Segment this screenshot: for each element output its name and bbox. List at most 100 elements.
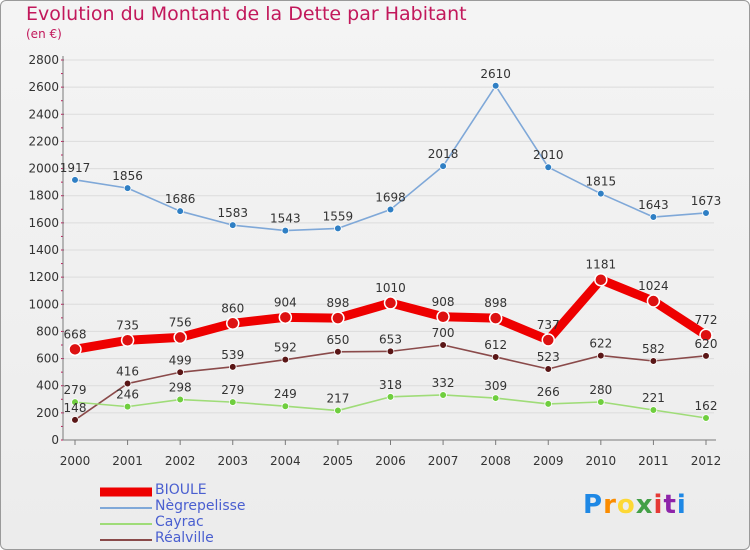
data-point: [334, 406, 342, 415]
data-point: [281, 226, 290, 235]
data-label: 860: [221, 301, 244, 315]
data-label: 1583: [217, 206, 248, 220]
data-point: [71, 416, 79, 424]
legend-label: Cayrac: [155, 514, 204, 530]
logo-letter: P: [583, 490, 604, 520]
data-point: [491, 81, 500, 90]
data-point: [176, 207, 184, 215]
y-tick-label: 2400: [28, 107, 59, 121]
legend-swatch: [100, 523, 152, 525]
x-tick-label: 2005: [323, 454, 354, 468]
y-tick-label: 2000: [28, 162, 59, 176]
data-label: 2010: [533, 148, 564, 162]
data-label: 523: [537, 350, 560, 364]
y-tick-label: 1400: [28, 243, 59, 257]
data-point: [281, 355, 290, 364]
data-label: 898: [326, 296, 349, 310]
data-label: 1686: [165, 192, 196, 206]
legend-item[interactable]: Nègrepelisse: [100, 498, 320, 516]
data-label: 246: [116, 388, 139, 402]
data-point: [699, 328, 713, 342]
logo-letter: i: [676, 490, 687, 520]
data-label: 217: [326, 392, 349, 406]
data-point: [386, 205, 395, 214]
data-label: 1024: [638, 279, 669, 293]
logo-letter: t: [663, 490, 677, 520]
data-point: [71, 176, 79, 184]
y-tick-label: 1200: [28, 270, 59, 284]
logo-letter: r: [603, 490, 617, 520]
data-label: 1643: [638, 198, 669, 212]
data-label: 280: [589, 383, 612, 397]
legend-label: Nègrepelisse: [155, 498, 246, 514]
data-label: 499: [169, 353, 192, 367]
y-tick-label: 0: [51, 433, 59, 447]
data-point: [176, 395, 184, 404]
logo-letter: i: [653, 490, 664, 520]
data-point: [228, 363, 237, 371]
y-tick-label: 1600: [28, 216, 59, 230]
data-label: 1856: [112, 169, 143, 183]
data-labels: 668 735 756 860 904 898 1010 908 898 737 1181 1024 7…: [60, 67, 722, 415]
x-tick-label: 2002: [165, 454, 196, 468]
data-point: [281, 402, 290, 411]
data-point: [702, 414, 710, 422]
data-point: [649, 213, 658, 221]
data-point: [702, 209, 710, 217]
data-point: [173, 330, 187, 345]
legend-item[interactable]: Cayrac: [100, 514, 320, 532]
data-label: 1917: [60, 161, 91, 175]
data-point: [646, 294, 661, 308]
data-label: 622: [589, 337, 612, 351]
data-label: 737: [537, 318, 560, 332]
data-point: [383, 296, 398, 310]
data-label: 332: [432, 376, 455, 390]
data-point: [439, 341, 447, 349]
data-label: 416: [116, 365, 139, 379]
data-label: 592: [274, 341, 297, 355]
legend-item[interactable]: Réalville: [100, 530, 320, 548]
data-label: 700: [432, 326, 455, 340]
data-point: [541, 333, 555, 347]
data-label: 279: [64, 383, 87, 397]
data-label: 1181: [586, 258, 617, 272]
legend-item[interactable]: BIOULE: [100, 482, 320, 500]
y-tick-label: 2800: [28, 53, 59, 67]
data-point: [597, 351, 605, 360]
legend-label: BIOULE: [155, 482, 207, 498]
data-label: 582: [642, 342, 665, 356]
logo-letter: x: [635, 490, 654, 520]
data-label: 2610: [480, 67, 511, 81]
x-tick-label: 2001: [112, 454, 143, 468]
x-tick-label: 2010: [586, 454, 617, 468]
data-point: [439, 162, 447, 170]
data-point: [176, 368, 184, 377]
data-label: 612: [484, 338, 507, 352]
data-label: 668: [64, 327, 87, 341]
data-label: 1543: [270, 212, 301, 226]
y-tick-label: 400: [36, 379, 59, 393]
proxiti-logo: Proxiti: [583, 490, 687, 520]
data-point: [597, 398, 605, 406]
data-label: 2018: [428, 147, 459, 161]
legend-swatch: [100, 507, 152, 509]
y-tick-label: 1800: [28, 189, 59, 203]
data-point: [702, 352, 710, 360]
data-label: 1010: [375, 281, 406, 295]
chart-subtitle: (en €): [26, 27, 62, 41]
data-label: 735: [116, 318, 139, 332]
data-label: 148: [64, 401, 87, 415]
data-point: [439, 391, 447, 399]
y-tick-label: 800: [36, 324, 59, 338]
data-label: 756: [169, 315, 192, 329]
data-label: 1815: [586, 175, 617, 189]
data-label: 318: [379, 378, 402, 392]
data-point: [594, 272, 608, 287]
data-point: [120, 333, 135, 347]
legend-swatch: [100, 539, 152, 541]
x-tick-label: 2004: [270, 454, 301, 468]
data-label: 221: [642, 391, 665, 405]
data-label: 298: [169, 381, 192, 395]
data-label: 772: [695, 313, 718, 327]
y-tick-label: 200: [36, 406, 59, 420]
